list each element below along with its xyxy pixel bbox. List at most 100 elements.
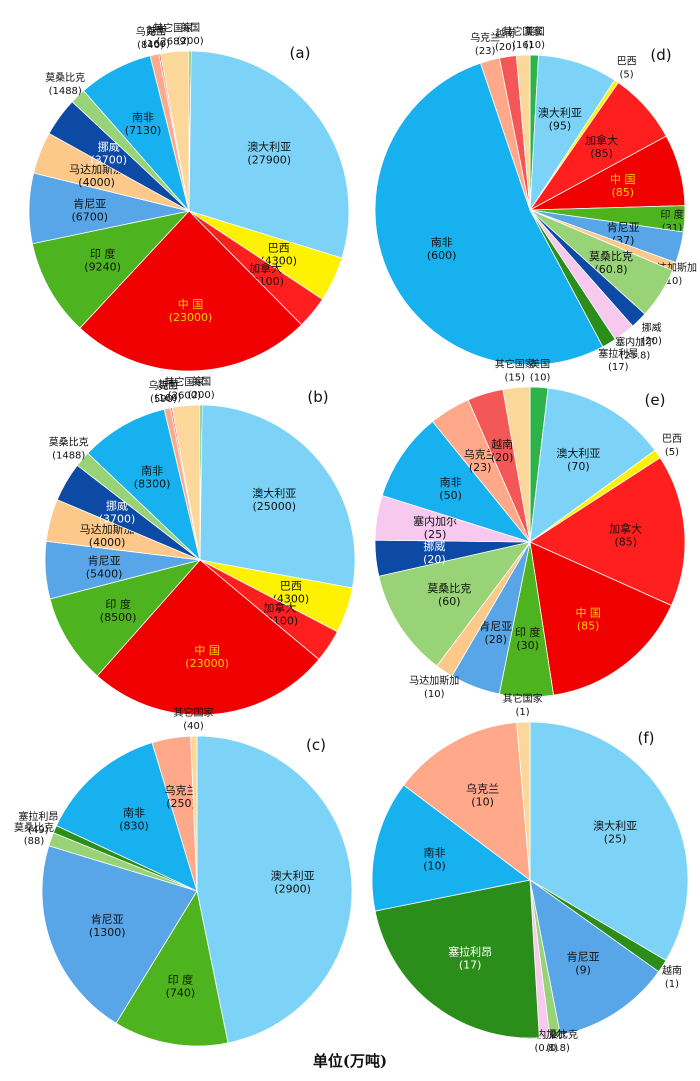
unit-label: 单位(万吨)	[312, 1052, 388, 1070]
slice-label-肯尼亚: 肯尼亚(6700)	[72, 197, 109, 223]
pie-slice-澳大利亚	[199, 404, 356, 589]
pie-slice-其它国家	[502, 386, 531, 543]
pie-slice-莫桑比克	[378, 541, 531, 667]
slice-label-加拿大: 加拿大(85)	[585, 133, 618, 160]
slice-label-澳大利亚: 澳大利亚(70)	[556, 446, 600, 473]
slice-label-巴西: 巴西(5)	[617, 56, 637, 81]
pie-slice-南非	[381, 420, 532, 543]
pie-1: 美国(200)澳大利亚(25000)巴西(4300)加拿大(3100)中 国(2…	[44, 375, 356, 716]
slice-label-莫桑比克: 莫桑比克(88)	[14, 822, 54, 847]
pie-slice-乌克兰	[403, 722, 531, 881]
slice-label-巴西: 巴西(5)	[662, 433, 682, 458]
slice-label-马达加斯加: 马达加斯加(10)	[409, 674, 459, 700]
pie-slice-澳大利亚	[196, 735, 353, 1044]
slice-label-加拿大: 加拿大(85)	[609, 522, 642, 549]
pie-slice-印度	[31, 210, 191, 329]
slice-label-南非: 南非(10)	[423, 846, 446, 872]
pie-slice-其它国家	[515, 54, 531, 211]
slice-label-中国: 中 国(85)	[610, 173, 636, 199]
slice-label-其它国家: 其它国家(15)	[495, 358, 535, 384]
pie-slice-中国	[529, 541, 672, 696]
slice-label-肯尼亚: 肯尼亚(9)	[567, 950, 600, 976]
slice-label-其它国家: 其它国家(2600)	[164, 376, 204, 402]
pie-slice-南非	[371, 784, 531, 912]
slice-label-印度: 印 度(31)	[660, 208, 683, 234]
slice-label-澳大利亚: 澳大利亚(2900)	[271, 868, 315, 895]
pie-slice-南非	[374, 62, 604, 366]
slice-label-乌克兰: 乌克兰(250)	[165, 783, 198, 810]
slice-label-莫桑比克: 莫桑比克(1488)	[45, 72, 85, 97]
slice-label-塞拉利昂: 塞拉利昂(49)	[18, 810, 58, 836]
pie-2: 澳大利亚(2900) 印 度(740) 肯尼亚(1300) 莫桑比克(88)塞拉利昂(…	[14, 706, 353, 1047]
slice-label-澳大利亚: 澳大利亚(27900)	[247, 140, 291, 167]
slice-label-挪威: 挪威(20)	[641, 321, 662, 347]
slice-label-乌克兰: 乌克兰(23)	[464, 447, 497, 474]
slice-label-越南: 越南(160)	[154, 378, 181, 404]
panel-label: (a)	[290, 44, 311, 62]
pie-slice-其它国家	[171, 404, 201, 561]
slice-label-印度: 印 度(8500)	[100, 597, 137, 624]
slice-label-乌克兰: 乌克兰(10)	[466, 781, 499, 808]
pie-slice-中国	[79, 210, 303, 372]
pie-slice-肯尼亚	[529, 879, 660, 1036]
pie-slice-其它国家	[160, 50, 190, 212]
slice-label-挪威: 挪威(3700)	[91, 140, 128, 167]
pie-slice-印度	[49, 559, 202, 677]
panel-label: (f)	[638, 729, 655, 747]
slice-label-越南: 越南(1)	[662, 964, 682, 990]
pie-slice-中国	[96, 559, 320, 716]
panel-label: (e)	[645, 391, 666, 409]
slice-label-挪威: 挪威(3700)	[99, 499, 136, 526]
slice-label-美国: 美国(10)	[525, 25, 546, 51]
slice-label-中国: 中 国(85)	[575, 607, 601, 633]
pie-slice-澳大利亚	[188, 50, 350, 259]
slice-label-中国: 中 国(23000)	[185, 644, 229, 670]
slice-label-肯尼亚: 肯尼亚(1300)	[89, 913, 126, 939]
pie-slice-澳大利亚	[529, 387, 656, 543]
slice-label-越南: 越南(20)	[495, 27, 516, 53]
pie-slice-肯尼亚	[41, 845, 198, 1024]
slice-label-其它国家: 其它国家(16)	[502, 25, 542, 51]
slice-label-肯尼亚: 肯尼亚(5400)	[86, 554, 123, 580]
slice-label-肯尼亚: 肯尼亚(28)	[479, 620, 512, 646]
slice-label-印度: 印 度(740)	[166, 973, 196, 1000]
slice-label-其它国家: 其它国家(40)	[174, 706, 214, 732]
slice-label-美国: 美国(200)	[177, 21, 204, 47]
slice-label-美国: 美国(200)	[188, 375, 215, 401]
slice-label-塞内加尔: 塞内加尔(25.8)	[615, 335, 655, 361]
pie-slice-加拿大	[529, 457, 686, 607]
pie-slice-塞拉利昂	[374, 879, 540, 1039]
slice-label-乌克兰: 乌克兰(840)	[136, 25, 166, 51]
pie-slice-南非	[87, 408, 201, 562]
slice-label-越南: 越南(160)	[143, 24, 170, 50]
slice-label-南非: 南非(8300)	[134, 465, 171, 491]
slice-label-其它国家: 其它国家(1)	[503, 692, 543, 718]
panel-label: (c)	[306, 736, 326, 754]
pie-slice-澳大利亚	[529, 721, 689, 962]
slice-label-莫桑比克: 莫桑比克(1488)	[49, 436, 89, 461]
slice-label-澳大利亚: 澳大利亚(25)	[593, 819, 637, 846]
slice-label-莫桑比克: 莫桑比克(60)	[427, 582, 471, 608]
pie-5: 澳大利亚(25)越南(1)肯尼亚(9)莫桑比克(0.8)塞内加尔(0.8)塞拉利…	[371, 692, 689, 1054]
slice-label-越南: 越南(20)	[491, 437, 514, 464]
slice-label-乌克兰: 乌克兰(23)	[470, 31, 500, 57]
pie-3: 美国(10) 澳大利亚(95) 巴西(5) 加拿大(85) 中 国(85) 印 度(31)…	[374, 25, 697, 373]
slice-label-南非: 南非(830)	[119, 806, 149, 832]
slice-label-美国: 美国(10)	[530, 357, 551, 383]
slice-label-挪威: 挪威(20)	[423, 539, 446, 566]
pie-4: 美国(10) 澳大利亚(70) 巴西(5) 加拿大(85) 中 国(85) 印 度(30)…	[374, 357, 686, 700]
panel-label: (b)	[307, 388, 328, 406]
slice-label-南非: 南非(7130)	[125, 111, 162, 137]
slice-label-中国: 中 国(23000)	[169, 298, 213, 324]
slice-label-南非: 南非(50)	[439, 476, 462, 502]
pie-slice-印度	[115, 889, 229, 1047]
slice-label-澳大利亚: 澳大利亚(95)	[538, 106, 582, 133]
slice-label-莫桑比克: 莫桑比克(60.8)	[589, 250, 633, 276]
panel-label: (d)	[650, 46, 671, 64]
pie-0: 美国(200)澳大利亚(27900)巴西(4300)加拿大(3100)中 国(2…	[28, 21, 350, 372]
slice-label-乌克兰: 乌克兰(590)	[149, 379, 179, 405]
slice-label-塞拉利昂: 塞拉利昂(17)	[448, 945, 492, 972]
slice-label-印度: 印 度(30)	[515, 625, 541, 652]
slice-label-南非: 南非(600)	[427, 236, 457, 262]
